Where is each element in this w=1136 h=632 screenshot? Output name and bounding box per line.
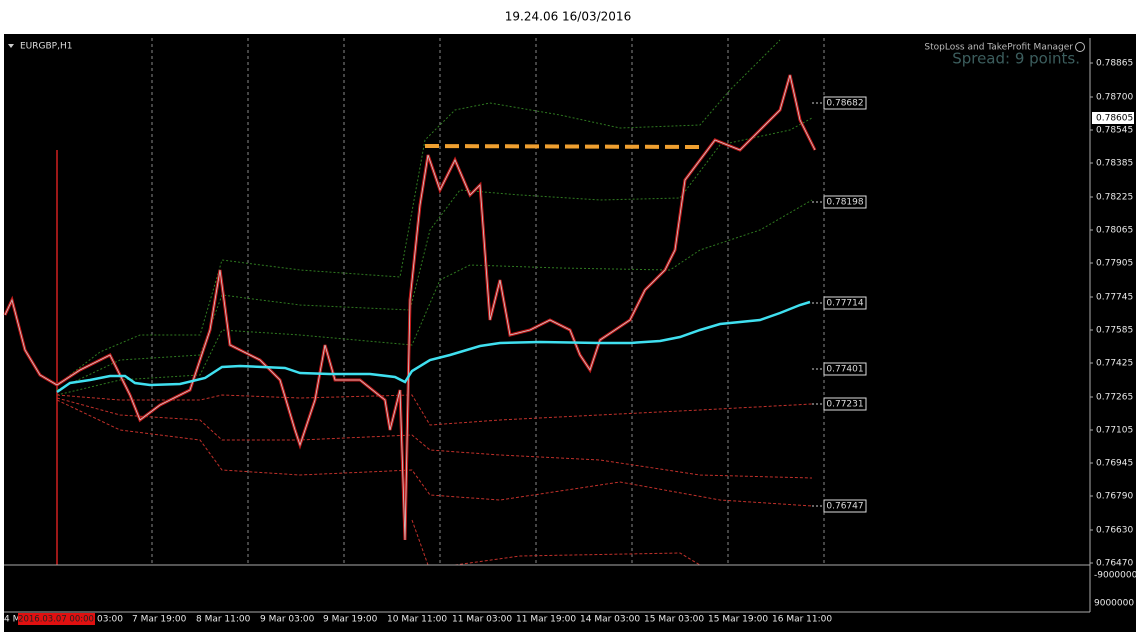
level: 0.76747 — [812, 499, 867, 513]
price-label: 0.78385 — [1096, 159, 1133, 169]
price-axis: 0.78865 0.78700 0.78545 0.78385 0.78225 0.780… — [1090, 59, 1133, 569]
sub-axis-label: -9000000 — [1094, 571, 1136, 581]
price-label: 0.78700 — [1096, 93, 1133, 103]
time-label: 14 Mar 03:00 — [580, 615, 640, 625]
spread-label: Spread: 9 points. — [952, 50, 1080, 68]
sub-axis-label: 9000000 — [1094, 599, 1134, 609]
price-label: 0.77745 — [1096, 293, 1133, 303]
current-price: 0.78605 — [1096, 114, 1133, 124]
level-label: 0.77231 — [826, 400, 863, 410]
cursor-time-box — [18, 613, 95, 625]
current-price-box — [1092, 112, 1134, 124]
price-label: 0.77105 — [1096, 426, 1133, 436]
period-separators — [151, 38, 825, 565]
level: 0.77401 — [812, 362, 867, 376]
upper-band — [56, 39, 781, 386]
price-label: 0.76790 — [1096, 492, 1133, 502]
time-label: 10 Mar 11:00 — [387, 615, 447, 625]
level: 0.78682 — [812, 96, 867, 110]
cursor-time: 2016.03.07 00:00 — [18, 615, 94, 625]
time-label: 8 Mar 11:00 — [196, 615, 251, 625]
level: 0.78198 — [812, 195, 867, 209]
time-label: 15 Mar 19:00 — [708, 615, 768, 625]
time-label: 4 M — [4, 615, 20, 625]
level-label: 0.76747 — [826, 502, 863, 512]
level-label: 0.77401 — [826, 365, 863, 375]
upper-band — [56, 199, 813, 396]
indicator-name: StopLoss and TakeProfit Manager — [924, 43, 1073, 53]
price-wicks — [4, 74, 816, 541]
menu-arrow — [8, 44, 14, 48]
time-label: 16 Mar 11:00 — [772, 615, 832, 625]
window-title: 19.24.06 16/03/2016 — [505, 10, 631, 24]
price-label: 0.76470 — [1096, 559, 1133, 569]
price-label: 0.78545 — [1096, 126, 1133, 136]
time-label: 11 Mar 19:00 — [516, 615, 576, 625]
price-label: 0.77905 — [1096, 259, 1133, 269]
lower-band — [411, 519, 701, 566]
lower-band — [56, 399, 813, 507]
level-label: 0.78682 — [826, 99, 863, 109]
level-label: 0.77714 — [826, 299, 863, 309]
time-label: 9 Mar 19:00 — [323, 615, 378, 625]
price-label: 0.77585 — [1096, 326, 1133, 336]
price-label: 0.78225 — [1096, 193, 1133, 203]
price-label: 0.78865 — [1096, 59, 1133, 69]
moving-average — [56, 300, 811, 394]
time-label: 03:00 — [97, 615, 123, 625]
price-label: 0.77265 — [1096, 393, 1133, 403]
level-label: 0.78198 — [826, 198, 863, 208]
time-label: 7 Mar 19:00 — [132, 615, 187, 625]
level-labels: 0.78682 0.78198 0.77714 0.77401 0.77231 … — [812, 96, 867, 513]
price-label: 0.76630 — [1096, 526, 1133, 536]
take-profit-line — [424, 144, 703, 149]
time-axis: 4 M 03:00 7 Mar 19:00 8 Mar 11:00 9 Mar 03:0… — [4, 615, 832, 625]
symbol-label: EURGBP,H1 — [20, 42, 72, 52]
price-label: 0.77425 — [1096, 359, 1133, 369]
time-label: 15 Mar 03:00 — [644, 615, 704, 625]
time-label: 11 Mar 03:00 — [452, 615, 512, 625]
price-label: 0.76945 — [1096, 459, 1133, 469]
level: 0.77714 — [812, 296, 867, 310]
indicator-close[interactable] — [1075, 42, 1085, 52]
time-label: 9 Mar 03:00 — [260, 615, 315, 625]
level: 0.77231 — [812, 397, 867, 411]
lower-band — [56, 397, 813, 479]
price-label: 0.78065 — [1096, 226, 1133, 236]
